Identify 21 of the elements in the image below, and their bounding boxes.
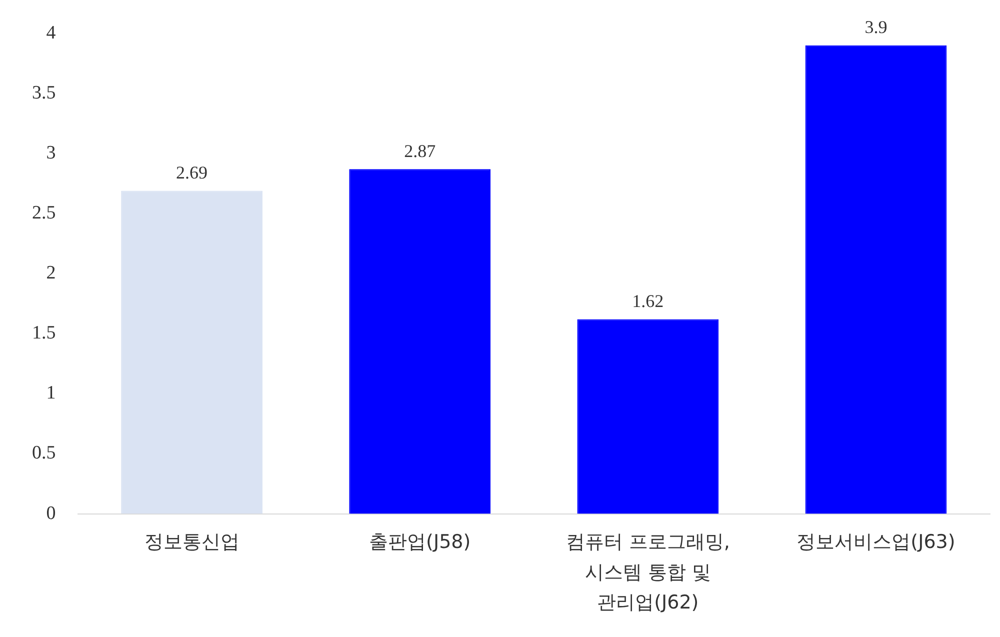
y-tick-label: 2 [46, 262, 56, 284]
x-tick-label: 출판업(J58) [369, 530, 471, 553]
bar [121, 190, 262, 514]
y-tick-label: 0.5 [32, 442, 56, 464]
y-tick-label: 2.5 [32, 202, 56, 224]
bar [349, 169, 491, 514]
data-label: 1.62 [632, 290, 664, 311]
y-tick-label: 1.5 [32, 322, 56, 344]
x-tick-label: 정보서비스업(J63) [796, 530, 956, 553]
data-label: 2.69 [176, 162, 208, 182]
bar [805, 45, 947, 514]
data-label: 3.9 [864, 17, 888, 38]
y-tick-label: 0 [46, 502, 56, 524]
x-tick-label: 정보통신업 [144, 530, 240, 553]
y-tick-label: 3.5 [32, 82, 56, 104]
y-tick-label: 3 [46, 142, 56, 164]
y-tick-label: 4 [46, 22, 56, 44]
data-label: 2.87 [404, 140, 436, 161]
y-tick-label: 1 [46, 382, 56, 404]
bar [577, 319, 719, 514]
x-tick-label: 컴퓨터 프로그래밍, 시스템 통합 및 관리업(J62) [566, 530, 730, 614]
